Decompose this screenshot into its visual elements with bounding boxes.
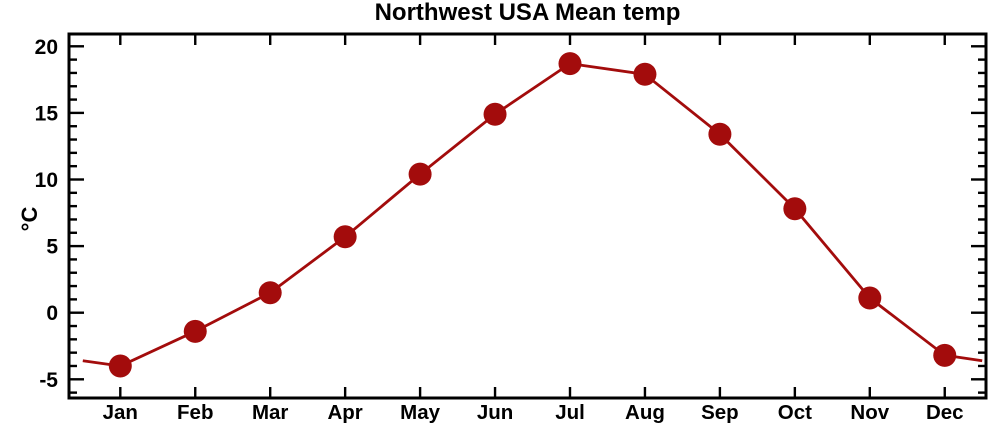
chart-title: Northwest USA Mean temp xyxy=(374,0,681,26)
y-tick-label: 10 xyxy=(35,169,58,192)
data-point-aug xyxy=(633,62,657,86)
y-tick-label: 0 xyxy=(46,302,58,325)
x-tick-label-may: May xyxy=(400,401,440,424)
data-point-feb xyxy=(183,319,207,343)
plot-frame xyxy=(67,32,988,400)
data-point-jun xyxy=(483,102,507,126)
data-point-dec xyxy=(933,343,957,367)
y-tick-label: 20 xyxy=(35,36,58,59)
data-point-jul xyxy=(558,52,582,76)
x-tick-label-feb: Feb xyxy=(177,401,213,424)
x-tick-label-aug: Aug xyxy=(625,401,665,424)
y-tick-label: -5 xyxy=(39,369,58,392)
x-tick-label-jun: Jun xyxy=(477,401,513,424)
x-tick-label-mar: Mar xyxy=(252,401,288,424)
data-point-jan xyxy=(108,354,132,378)
data-point-may xyxy=(408,162,432,186)
data-point-apr xyxy=(333,225,357,249)
y-tick-label: 5 xyxy=(46,236,58,259)
x-tick-label-dec: Dec xyxy=(926,401,964,424)
x-tick-label-nov: Nov xyxy=(850,401,889,424)
data-point-sep xyxy=(708,122,732,146)
data-point-mar xyxy=(258,281,282,305)
x-tick-label-jul: Jul xyxy=(555,401,585,424)
y-tick-label: 15 xyxy=(35,102,59,125)
x-tick-label-apr: Apr xyxy=(327,401,362,424)
data-point-oct xyxy=(783,197,807,221)
x-tick-label-oct: Oct xyxy=(778,401,812,424)
temperature-line xyxy=(82,62,983,368)
x-tick-label-sep: Sep xyxy=(701,401,739,424)
x-tick-label-jan: Jan xyxy=(103,401,138,424)
data-point-nov xyxy=(858,286,882,310)
